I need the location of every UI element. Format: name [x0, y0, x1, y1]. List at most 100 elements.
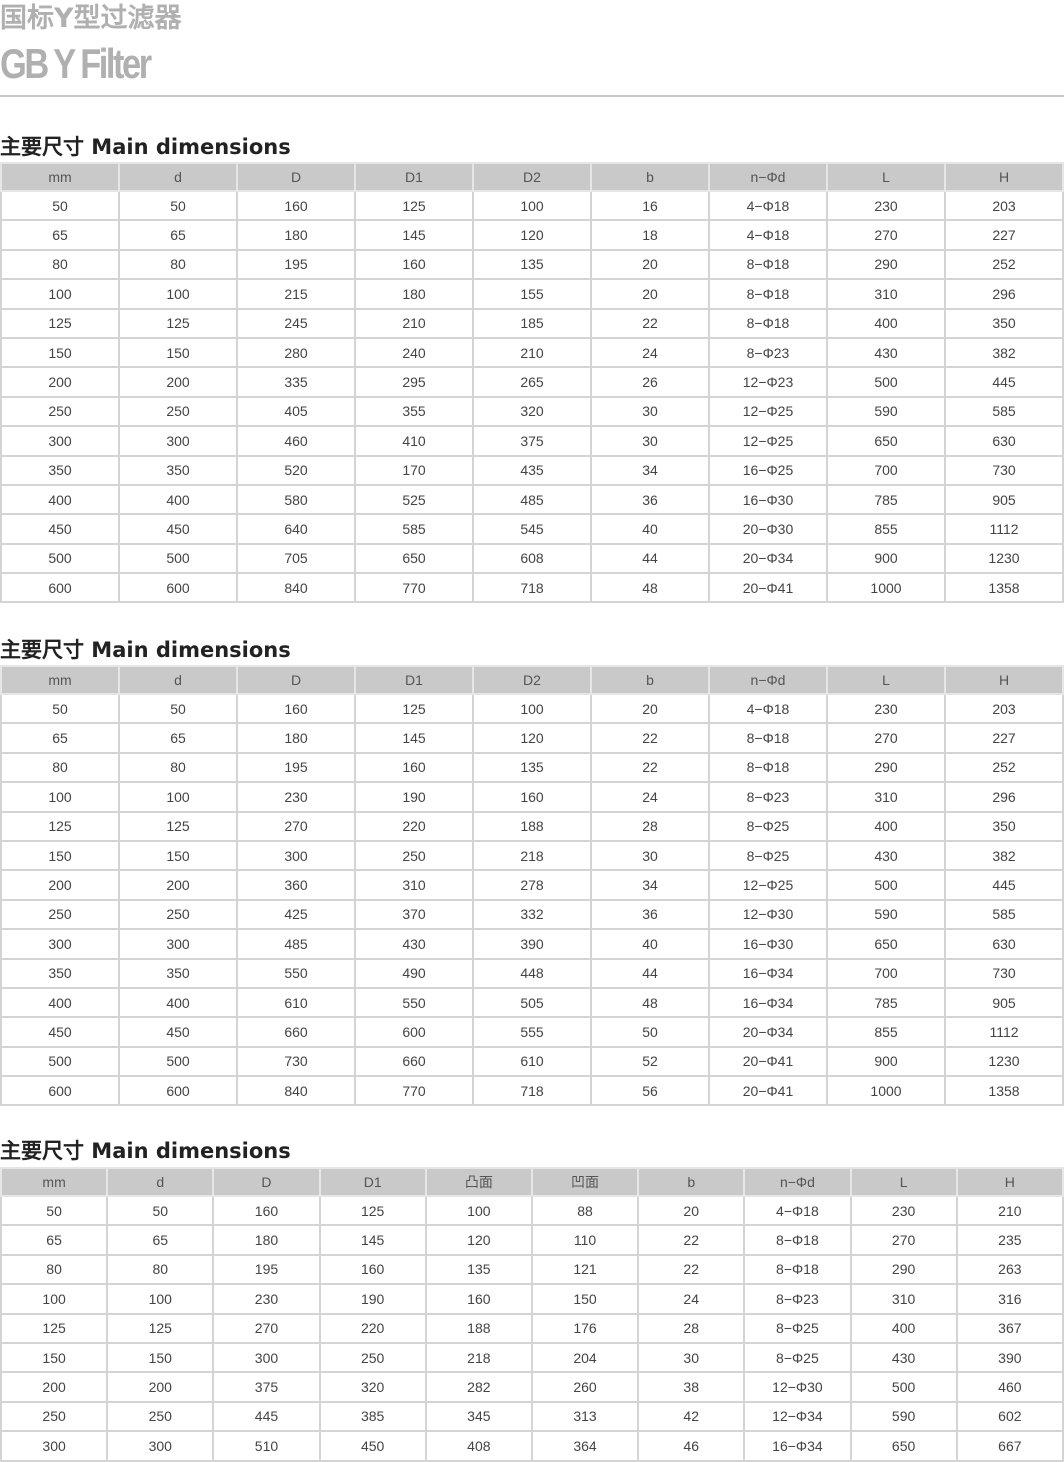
column-header: n−Φd — [743, 1167, 852, 1197]
table-cell: 1230 — [944, 1045, 1064, 1078]
table-cell: 718 — [472, 572, 592, 604]
column-header: D — [212, 1167, 321, 1197]
table-cell: 203 — [944, 692, 1064, 725]
table-cell: 80 — [0, 248, 120, 281]
column-header: L — [849, 1167, 958, 1197]
table-cell: 30 — [590, 395, 710, 428]
table-cell: 135 — [472, 248, 592, 281]
table-cell: 125 — [354, 692, 474, 725]
column-header: D1 — [318, 1167, 427, 1197]
table-cell: 120 — [472, 219, 592, 251]
table-cell: 160 — [354, 248, 474, 281]
table-cell: 80 — [0, 1253, 109, 1286]
table-cell: 445 — [212, 1400, 321, 1433]
table-cell: 188 — [424, 1312, 533, 1344]
column-header: b — [637, 1167, 746, 1197]
table-row: 50 50 160 125 100 20 4−Φ18 230 203 — [0, 692, 1064, 725]
table-cell: 705 — [236, 542, 356, 575]
table-cell: 840 — [236, 1075, 356, 1107]
table-cell: 900 — [826, 542, 946, 575]
table-cell: 50 — [118, 189, 238, 222]
table-row: 350 350 520 170 435 34 16−Φ25 700 730 — [0, 454, 1064, 486]
table-cell: 125 — [0, 1312, 109, 1344]
table-cell: 8−Φ25 — [743, 1312, 852, 1344]
table-row: 400 400 610 550 505 48 16−Φ34 785 905 — [0, 986, 1064, 1019]
table-cell: 1000 — [826, 1075, 946, 1107]
column-header: L — [826, 665, 946, 695]
page-title-en: GB Y Filter — [0, 40, 152, 87]
table-cell: 48 — [590, 986, 710, 1019]
column-header: H — [944, 665, 1064, 695]
table-row: 300 300 460 410 375 30 12−Φ25 650 630 — [0, 425, 1064, 457]
table-cell: 282 — [424, 1371, 533, 1403]
column-header: n−Φd — [708, 665, 828, 695]
table-row: 65 65 180 145 120 18 4−Φ18 270 227 — [0, 219, 1064, 251]
table-cell: 125 — [0, 307, 120, 339]
column-header: d — [118, 162, 238, 192]
table-cell: 855 — [826, 513, 946, 545]
table-cell: 320 — [318, 1371, 427, 1403]
table-cell: 100 — [472, 692, 592, 725]
table-cell: 65 — [0, 1224, 109, 1256]
table-cell: 80 — [106, 1253, 215, 1286]
table-cell: 510 — [212, 1430, 321, 1462]
table-cell: 22 — [637, 1253, 746, 1286]
table-cell: 500 — [118, 542, 238, 575]
table-cell: 295 — [354, 366, 474, 398]
table-cell: 600 — [118, 572, 238, 604]
section-title: 主要尺寸 Main dimensions — [0, 638, 291, 662]
table-cell: 18 — [590, 219, 710, 251]
table-cell: 608 — [472, 542, 592, 575]
table-cell: 65 — [0, 722, 120, 754]
table-cell: 8−Φ18 — [708, 307, 828, 339]
table-cell: 450 — [0, 513, 120, 545]
table-cell: 195 — [236, 751, 356, 784]
table-cell: 590 — [826, 395, 946, 428]
table-cell: 210 — [472, 336, 592, 369]
table-cell: 1230 — [944, 542, 1064, 575]
table-cell: 227 — [944, 722, 1064, 754]
table-cell: 718 — [472, 1075, 592, 1107]
table-cell: 12−Φ25 — [708, 869, 828, 901]
table-cell: 22 — [590, 307, 710, 339]
table-row: 400 400 580 525 485 36 16−Φ30 785 905 — [0, 483, 1064, 516]
table-cell: 313 — [530, 1400, 640, 1433]
table-cell: 350 — [944, 810, 1064, 842]
table-cell: 28 — [590, 810, 710, 842]
table-cell: 20−Φ41 — [708, 1075, 828, 1107]
table-cell: 382 — [944, 336, 1064, 369]
table-cell: 218 — [424, 1341, 533, 1374]
table-cell: 485 — [236, 928, 356, 960]
table-cell: 190 — [318, 1283, 427, 1315]
table-cell: 56 — [590, 1075, 710, 1107]
table-row: 350 350 550 490 448 44 16−Φ34 700 730 — [0, 957, 1064, 989]
table-cell: 600 — [0, 1075, 120, 1107]
table-cell: 125 — [354, 189, 474, 222]
table-row: 125 125 270 220 188 28 8−Φ25 400 350 — [0, 810, 1064, 842]
table-cell: 12−Φ25 — [708, 425, 828, 457]
table-row: 150 150 280 240 210 24 8−Φ23 430 382 — [0, 336, 1064, 369]
table-cell: 150 — [0, 839, 120, 872]
table-cell: 490 — [354, 957, 474, 989]
table-cell: 290 — [826, 248, 946, 281]
table-cell: 44 — [590, 542, 710, 575]
table-cell: 12−Φ30 — [743, 1371, 852, 1403]
table-cell: 430 — [354, 928, 474, 960]
table-row: 150 150 300 250 218 30 8−Φ25 430 382 — [0, 839, 1064, 872]
table-cell: 650 — [849, 1430, 958, 1462]
table-cell: 36 — [590, 483, 710, 516]
table-cell: 8−Φ18 — [708, 278, 828, 310]
table-cell: 120 — [472, 722, 592, 754]
table-cell: 20−Φ41 — [708, 1045, 828, 1078]
table-cell: 145 — [318, 1224, 427, 1256]
table-cell: 125 — [318, 1194, 427, 1227]
table-cell: 8−Φ18 — [708, 248, 828, 281]
table-cell: 180 — [354, 278, 474, 310]
table-cell: 250 — [318, 1341, 427, 1374]
table-cell: 448 — [472, 957, 592, 989]
column-header: b — [590, 665, 710, 695]
table-cell: 160 — [318, 1253, 427, 1286]
table-cell: 375 — [212, 1371, 321, 1403]
table-cell: 400 — [826, 810, 946, 842]
table-cell: 24 — [590, 781, 710, 813]
